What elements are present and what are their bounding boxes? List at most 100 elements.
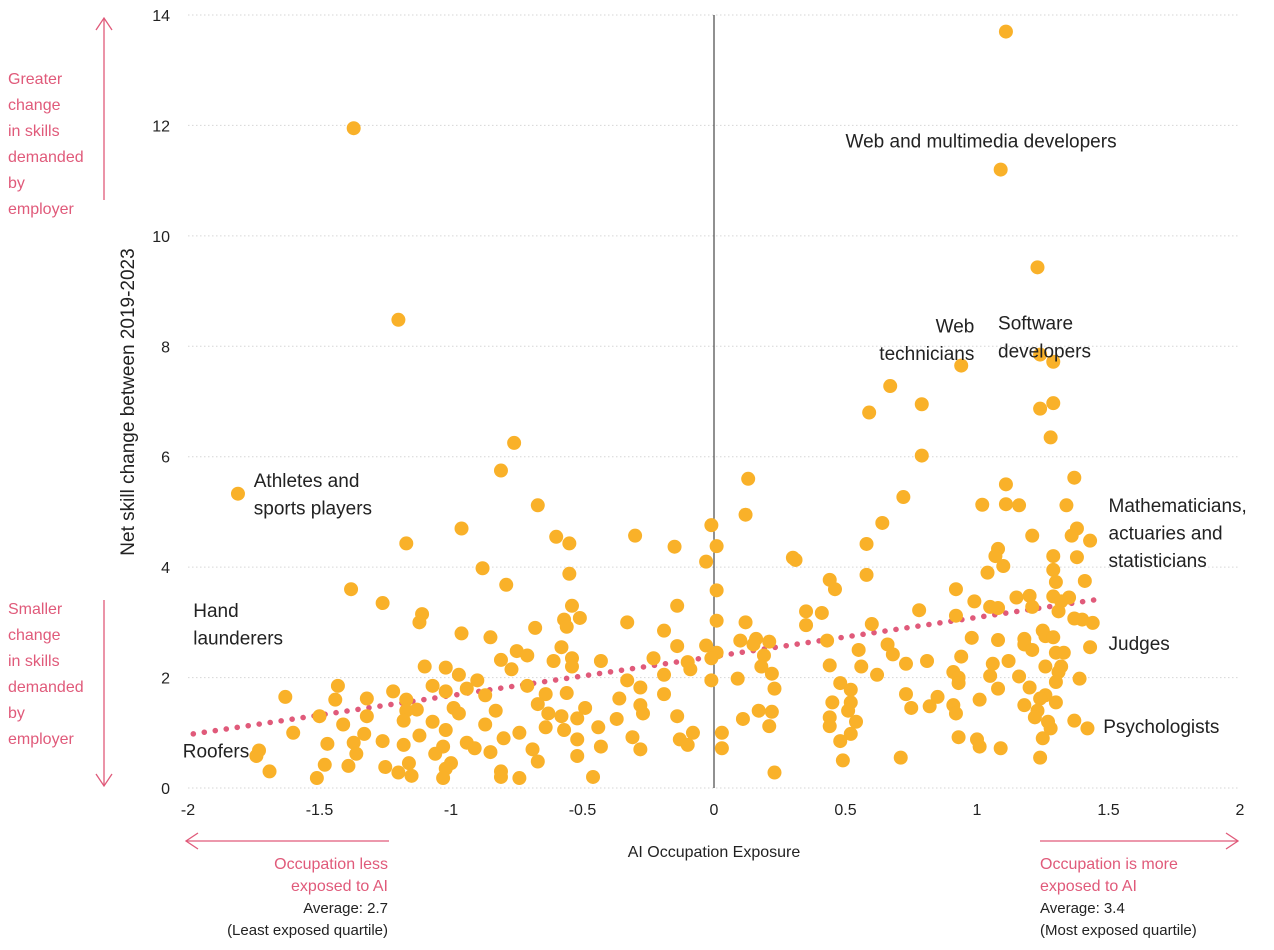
data-point [972, 692, 987, 707]
data-point [1043, 721, 1058, 736]
least-exposed-detail: (Least exposed quartile) [227, 922, 388, 939]
data-point [964, 630, 979, 645]
data-point [767, 681, 782, 696]
data-point [609, 711, 624, 726]
data-point [483, 630, 498, 645]
data-point [870, 667, 885, 682]
data-point [625, 730, 640, 745]
data-point [1046, 549, 1061, 564]
data-point [1022, 680, 1037, 695]
x-tick-label: -0.5 [569, 802, 597, 819]
data-point [570, 711, 585, 726]
data-point [512, 771, 527, 786]
data-point [559, 619, 574, 634]
point-label: Software [998, 314, 1073, 335]
up-arrow-icon [95, 16, 113, 200]
x-tick-labels: -2 -1.5 -1 -0.5 0 0.5 1 1.5 2 [181, 802, 1245, 819]
data-point [438, 660, 453, 675]
data-point [883, 379, 898, 394]
data-point [859, 536, 874, 551]
least-exposed-title: exposed to AI [291, 878, 388, 895]
data-point [593, 739, 608, 754]
data-point [1067, 611, 1082, 626]
data-point [428, 746, 443, 761]
data-point [922, 699, 937, 714]
data-point [538, 720, 553, 735]
data-point [991, 633, 1006, 648]
data-point [530, 697, 545, 712]
data-point [557, 723, 572, 738]
point-label: Psychologists [1103, 717, 1219, 738]
point-label: launderers [193, 628, 283, 649]
data-point [586, 769, 601, 784]
data-point [1046, 354, 1061, 369]
data-point [751, 703, 766, 718]
data-point [330, 678, 345, 693]
data-point [493, 463, 508, 478]
data-point [912, 603, 927, 618]
data-point [996, 559, 1011, 574]
smaller-change-line: Smaller [8, 601, 63, 618]
data-point [972, 739, 987, 754]
data-point [670, 639, 685, 654]
data-point [704, 518, 719, 533]
data-point [404, 768, 419, 783]
most-exposed-title: exposed to AI [1040, 878, 1137, 895]
data-point [835, 753, 850, 768]
data-point [312, 709, 327, 724]
data-point [764, 666, 779, 681]
data-point [328, 692, 343, 707]
data-point [336, 717, 351, 732]
y-tick-label: 14 [152, 8, 170, 25]
data-point [993, 162, 1008, 177]
data-point [499, 577, 514, 592]
data-point [593, 654, 608, 669]
x-tick-label: -2 [181, 802, 195, 819]
data-point [1083, 640, 1098, 655]
data-point [478, 717, 493, 732]
data-point [520, 678, 535, 693]
y-tick-label: 6 [161, 450, 170, 467]
data-point [1033, 691, 1048, 706]
data-point [1048, 674, 1063, 689]
greater-change-note: Greater change in skills demanded by employer [8, 71, 84, 218]
data-point [507, 435, 522, 450]
point-label: Judges [1109, 634, 1170, 655]
data-point [425, 714, 440, 729]
data-point [317, 757, 332, 772]
data-point [633, 742, 648, 757]
data-point [833, 734, 848, 749]
data-point [1077, 573, 1092, 588]
data-point [620, 673, 635, 688]
data-point [704, 673, 719, 688]
data-point [1067, 470, 1082, 485]
data-point [541, 706, 556, 721]
data-point [451, 706, 466, 721]
data-point [564, 598, 579, 613]
point-label: developers [998, 341, 1091, 362]
data-point [570, 748, 585, 763]
data-point [733, 633, 748, 648]
data-point [980, 565, 995, 580]
data-point [991, 681, 1006, 696]
data-point [756, 648, 771, 663]
data-point [564, 659, 579, 674]
data-point [1083, 533, 1098, 548]
data-point [849, 714, 864, 729]
point-label: Athletes and [254, 471, 360, 492]
data-point [1027, 710, 1042, 725]
data-point [391, 312, 406, 327]
data-point [346, 121, 361, 136]
data-point [738, 507, 753, 522]
data-point [799, 618, 814, 633]
data-point [951, 676, 966, 691]
y-tick-label: 10 [152, 229, 170, 246]
data-point [1043, 430, 1058, 445]
data-point [396, 737, 411, 752]
data-point [948, 608, 963, 623]
data-point [559, 686, 574, 701]
data-point [983, 668, 998, 683]
data-point [1059, 498, 1074, 513]
data-point [451, 667, 466, 682]
data-point [628, 528, 643, 543]
